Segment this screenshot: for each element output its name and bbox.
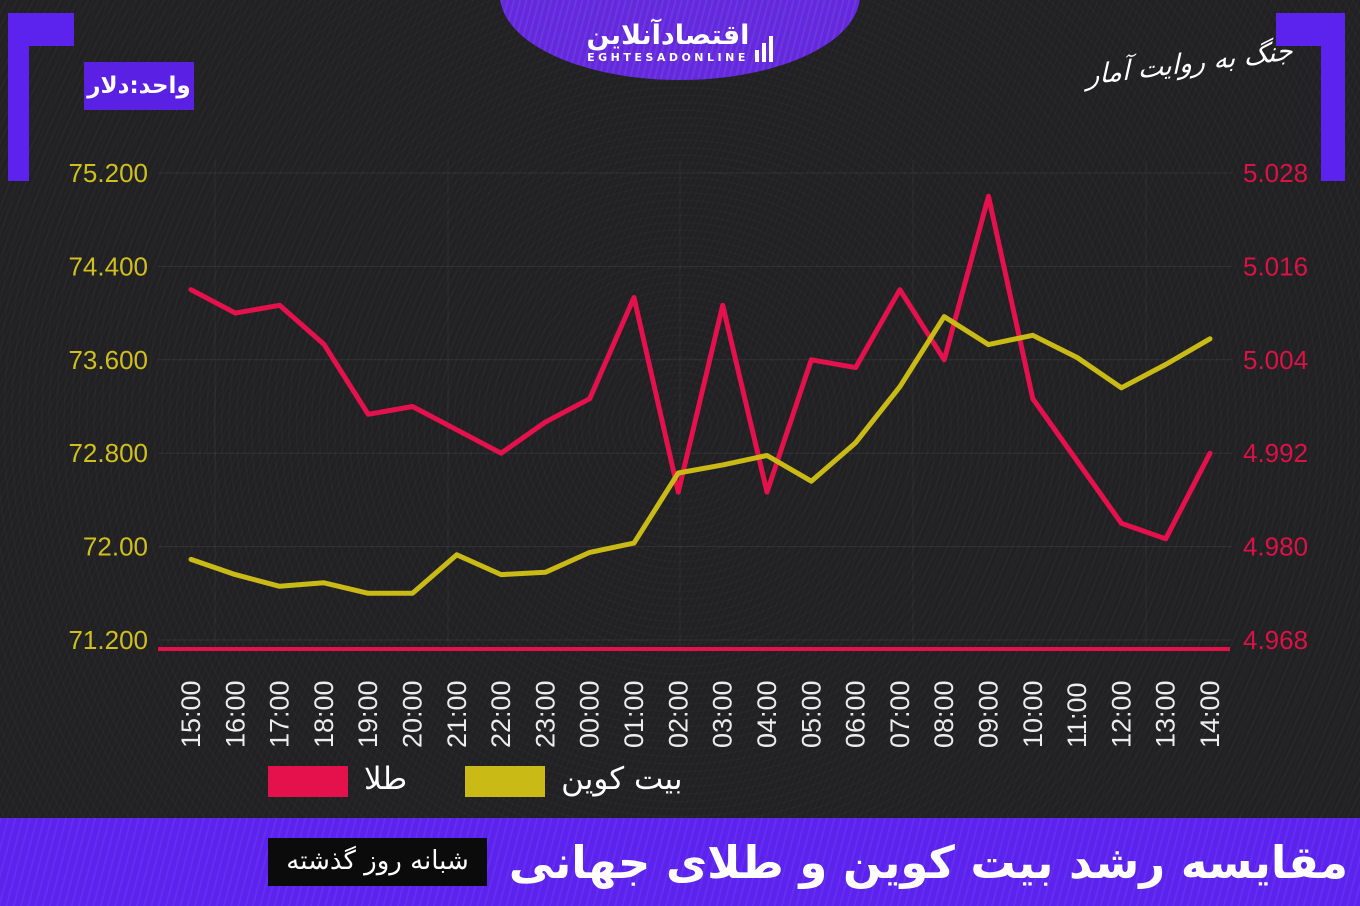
logo: اقتصادآنلاین EGHTESADONLINE: [587, 22, 774, 80]
gridlines: [158, 160, 1232, 650]
y-tick-left: 72.800: [68, 438, 148, 468]
y-tick-right: 4.968: [1243, 625, 1308, 655]
x-tick: 10:00: [1018, 680, 1048, 748]
x-axis-ticks: 15:00 16:00 17:00 18:00 19:00 20:00 21:00 22:00…: [176, 680, 1225, 748]
x-tick: 14:00: [1195, 680, 1225, 748]
x-tick: 07:00: [885, 680, 915, 748]
x-tick: 16:00: [220, 680, 250, 748]
y-tick-right: 4.980: [1243, 532, 1308, 562]
y-axis-left-ticks: 75.200 74.400 73.600 72.800 72.00 71.200: [68, 158, 148, 655]
logo-persian-text: اقتصادآنلاین: [586, 20, 750, 51]
y-axis-right-ticks: 5.028 5.016 5.004 4.992 4.980 4.968: [1243, 158, 1308, 655]
y-tick-right: 4.992: [1243, 438, 1308, 468]
corner-bracket-top-left-icon: [8, 13, 74, 181]
gold-swatch: [268, 765, 348, 797]
x-tick: 21:00: [442, 680, 472, 748]
x-tick: 19:00: [353, 680, 383, 748]
x-tick: 02:00: [663, 680, 693, 748]
y-tick-left: 75.200: [68, 158, 148, 188]
x-tick: 17:00: [265, 680, 295, 748]
y-tick-left: 74.400: [68, 251, 148, 281]
x-tick: 03:00: [708, 680, 738, 748]
gold-line: [188, 193, 1213, 542]
x-tick: 15:00: [176, 680, 206, 748]
series-lines: [158, 193, 1230, 651]
y-tick-right: 5.016: [1243, 251, 1308, 281]
gold-legend-label: طلا: [364, 760, 408, 797]
equalizer-bars-icon: [755, 36, 774, 64]
y-tick-right: 5.028: [1243, 158, 1308, 188]
x-tick: 09:00: [973, 680, 1003, 748]
x-tick: 13:00: [1151, 680, 1181, 748]
x-tick: 05:00: [796, 680, 826, 748]
y-tick-left: 71.200: [68, 625, 148, 655]
footer-badge: شبانه روز گذشته: [268, 838, 487, 886]
y-tick-right: 5.004: [1243, 345, 1308, 375]
bitcoin-line: [188, 314, 1213, 596]
x-tick: 22:00: [486, 680, 516, 748]
footer-title: مقایسه رشد بیت کوین و طلای جهانی: [508, 835, 1348, 889]
x-tick: 18:00: [309, 680, 339, 748]
x-tick: 20:00: [398, 680, 428, 748]
corner-bracket-top-right-icon: [1276, 13, 1345, 181]
y-tick-left: 73.600: [68, 345, 148, 375]
x-tick: 01:00: [619, 680, 649, 748]
bitcoin-swatch: [465, 765, 546, 797]
bitcoin-legend-label: بیت کوین: [561, 760, 683, 797]
unit-badge: واحد:دلار: [84, 62, 194, 110]
line-chart: 75.200 74.400 73.600 72.800 72.00 71.200 5.02…: [68, 158, 1308, 748]
x-tick: 12:00: [1106, 680, 1136, 748]
x-tick: 00:00: [575, 680, 605, 748]
y-tick-left: 72.00: [83, 532, 148, 562]
footer-bar: مقایسه رشد بیت کوین و طلای جهانی شبانه ر…: [0, 818, 1360, 906]
x-tick: 23:00: [530, 680, 560, 748]
logo-latin-text: EGHTESADONLINE: [587, 51, 749, 64]
x-tick: 11:00: [1062, 682, 1092, 748]
x-tick: 08:00: [929, 680, 959, 748]
x-tick: 06:00: [841, 680, 871, 748]
x-tick: 04:00: [752, 680, 782, 748]
legend: طلا بیت کوین: [268, 762, 682, 800]
